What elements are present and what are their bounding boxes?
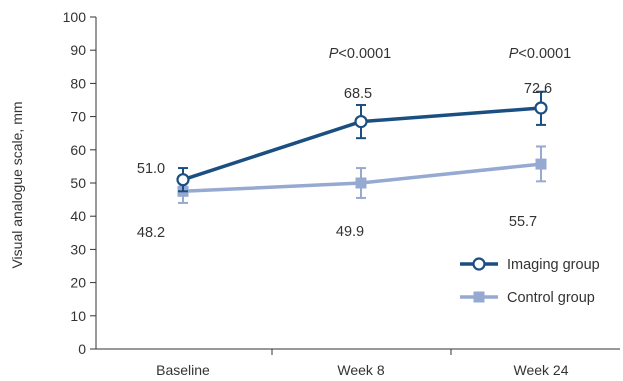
legend: Imaging group Control group — [460, 257, 600, 306]
x-tick-label: Week 8 — [337, 362, 384, 378]
y-axis: 0 10 20 30 40 50 60 70 80 90 100 — [63, 9, 97, 357]
y-tick-label: 50 — [70, 175, 86, 191]
series-control-group: 48.2 49.9 55.7 — [137, 145, 547, 241]
y-tick-label: 100 — [63, 9, 87, 25]
data-point — [534, 101, 548, 115]
data-label: 51.0 — [137, 161, 165, 177]
data-label: 68.5 — [344, 86, 372, 102]
data-point — [354, 114, 368, 129]
y-tick-label: 60 — [70, 142, 86, 158]
y-tick-label: 0 — [78, 341, 86, 357]
y-tick-label: 90 — [70, 42, 86, 58]
legend-item: Imaging group — [460, 257, 600, 273]
y-tick-label: 40 — [70, 208, 86, 224]
data-point — [355, 177, 367, 189]
p-value-annotation: P<0.0001 — [329, 46, 392, 62]
legend-marker — [472, 257, 486, 271]
legend-label: Control group — [507, 290, 595, 306]
y-tick-label: 30 — [70, 241, 86, 257]
y-tick-label: 10 — [70, 308, 86, 324]
legend-item: Control group — [460, 290, 595, 306]
legend-marker — [473, 291, 485, 303]
x-tick-label: Baseline — [156, 362, 210, 378]
x-tick-label: Week 24 — [514, 362, 569, 378]
y-axis-title: Visual analogue scale, mm — [9, 101, 25, 268]
data-label: 48.2 — [137, 225, 165, 241]
x-axis: Baseline Week 8 Week 24 — [96, 348, 620, 378]
data-point — [535, 158, 547, 170]
y-tick-label: 80 — [70, 75, 86, 91]
data-point — [176, 173, 190, 187]
data-label: 72.6 — [524, 81, 552, 97]
data-label: 49.9 — [336, 224, 364, 240]
legend-label: Imaging group — [507, 257, 600, 273]
annotations: P<0.0001 P<0.0001 — [329, 46, 572, 62]
p-value-annotation: P<0.0001 — [509, 46, 572, 62]
y-tick-label: 20 — [70, 275, 86, 291]
series-layer: 48.2 49.9 55.7 51.0 68.5 72.6 — [137, 81, 552, 241]
data-label: 55.7 — [509, 214, 537, 230]
series-imaging-group: 51.0 68.5 72.6 — [137, 81, 552, 193]
y-tick-label: 70 — [70, 109, 86, 125]
